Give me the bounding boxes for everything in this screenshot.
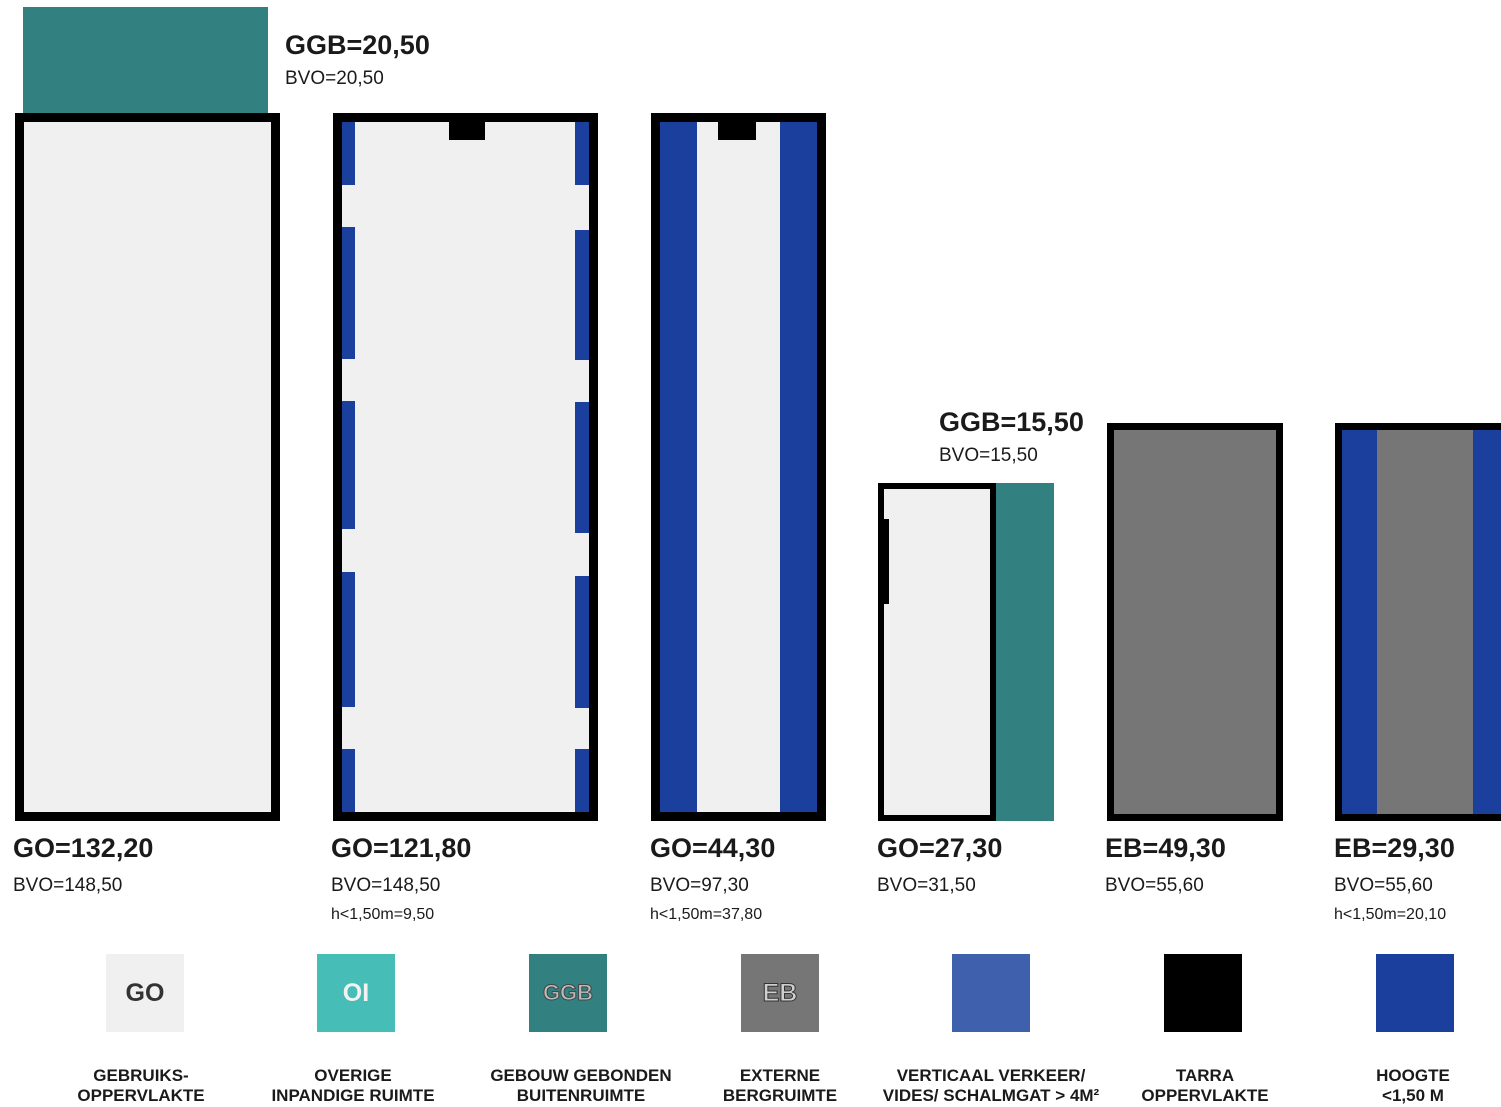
ggb-swatch: GGB xyxy=(529,954,607,1032)
hoogte-strip-right xyxy=(575,122,589,185)
hoogte-strip-left xyxy=(342,401,355,529)
hoogte-strip-right xyxy=(575,576,589,708)
tarra-swatch xyxy=(1164,954,1242,1032)
hoogte-swatch xyxy=(1376,954,1454,1032)
legend-text-tarra: TARRA OPPERVLAKTE xyxy=(1141,1066,1269,1105)
floorplan-block-4 xyxy=(878,483,996,821)
verticaal-swatch xyxy=(952,954,1030,1032)
legend-text-verticaal: VERTICAAL VERKEER/ VIDES/ SCHALMGAT > 4M… xyxy=(882,1066,1100,1105)
hoogte-strip-right xyxy=(575,749,589,812)
eb-block-5 xyxy=(1107,423,1283,821)
ggb-block-4 xyxy=(995,483,1054,821)
hoogte-label-2: h<1,50m=9,50 xyxy=(331,906,435,923)
hoogte-label-6: h<1,50m=20,10 xyxy=(1334,906,1447,923)
tarra-notch xyxy=(884,519,889,604)
ggb-bvo-label-4: BVO=15,50 xyxy=(939,445,1038,466)
bvo-label-4: BVO=31,50 xyxy=(877,875,976,896)
hoogte-strip-right xyxy=(575,230,589,360)
tarra-notch xyxy=(718,122,756,140)
hoogte-strip-left xyxy=(660,122,697,812)
legend-text-oi: OVERIGE INPANDIGE RUIMTE xyxy=(271,1066,435,1105)
bvo-label-2: BVO=148,50 xyxy=(331,875,441,896)
floorplan-block-3 xyxy=(651,113,826,821)
hoogte-strip-left xyxy=(342,122,355,185)
tarra-notch xyxy=(449,122,485,140)
hoogte-strip-left xyxy=(342,749,355,812)
go-label-4: GO=27,30 xyxy=(877,833,1003,863)
eb-block-6 xyxy=(1335,423,1501,821)
ggb-bvo-label-1: BVO=20,50 xyxy=(285,68,384,89)
eb-swatch: EB xyxy=(741,954,819,1032)
go-label-2: GO=121,80 xyxy=(331,833,472,863)
go-label-1: GO=132,20 xyxy=(13,833,154,863)
floorplan-block-2 xyxy=(333,113,598,821)
bvo-label-3: BVO=97,30 xyxy=(650,875,749,896)
hoogte-strip-left xyxy=(342,572,355,707)
bvo-label-6: BVO=55,60 xyxy=(1334,875,1433,896)
ggb-block-1 xyxy=(23,7,268,113)
bvo-label-1: BVO=148,50 xyxy=(13,875,123,896)
hoogte-strip-left xyxy=(342,227,355,359)
hoogte-strip-right xyxy=(780,122,817,812)
legend-text-go: GEBRUIKS- OPPERVLAKTE xyxy=(77,1066,205,1105)
go-label-3: GO=44,30 xyxy=(650,833,776,863)
hoogte-strip-right xyxy=(575,402,589,533)
ggb-label-1: GGB=20,50 xyxy=(285,30,430,60)
eb-label-6: EB=29,30 xyxy=(1334,833,1455,863)
floorplan-block-1 xyxy=(15,113,280,821)
legend-text-hoogte: HOOGTE <1,50 M xyxy=(1376,1066,1450,1105)
oi-swatch: OI xyxy=(317,954,395,1032)
ggb-label-4: GGB=15,50 xyxy=(939,407,1084,437)
eb-label-5: EB=49,30 xyxy=(1105,833,1226,863)
legend-text-ggb: GEBOUW GEBONDEN BUITENRUIMTE xyxy=(490,1066,672,1105)
legend-text-eb: EXTERNE BERGRUIMTE xyxy=(722,1066,838,1105)
hoogte-strip-left xyxy=(1342,430,1377,814)
hoogte-label-3: h<1,50m=37,80 xyxy=(650,906,763,923)
bvo-label-5: BVO=55,60 xyxy=(1105,875,1204,896)
hoogte-strip-right xyxy=(1473,430,1501,814)
go-swatch: GO xyxy=(106,954,184,1032)
